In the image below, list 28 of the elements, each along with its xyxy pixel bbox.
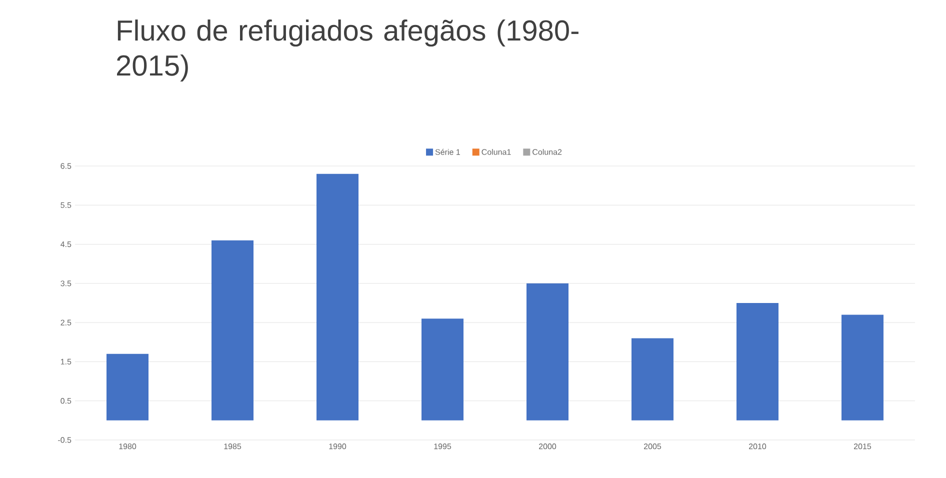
x-tick-label: 1990 <box>329 444 346 450</box>
bar <box>106 354 149 420</box>
y-tick-label: 5.5 <box>60 202 72 208</box>
bar <box>841 314 884 420</box>
legend-label: Coluna1 <box>482 148 511 155</box>
bar <box>526 283 568 420</box>
y-tick-label: 6.5 <box>60 163 72 169</box>
x-tick-label: 1995 <box>434 444 452 450</box>
bar <box>212 240 254 420</box>
x-tick-label: 2005 <box>644 444 662 450</box>
bar <box>736 302 778 420</box>
y-tick-label: -0.5 <box>58 437 72 443</box>
legend-label: Série 1 <box>435 148 460 155</box>
chart-title: Fluxo de refugiados afegãos (1980-2015) <box>117 20 578 82</box>
x-tick-label: 1980 <box>119 444 136 450</box>
y-tick-label: 4.5 <box>60 241 72 248</box>
bar <box>631 338 674 420</box>
legend-label: Coluna2 <box>532 148 562 155</box>
x-tick-label: 2000 <box>539 444 556 450</box>
x-tick-label: 1985 <box>224 444 242 450</box>
bar <box>316 174 359 420</box>
bar <box>422 318 464 420</box>
y-tick-label: 1.5 <box>60 358 72 364</box>
x-tick-label: 2015 <box>854 444 872 450</box>
x-tick-label: 2010 <box>749 444 766 450</box>
y-tick-label: 0.5 <box>60 398 72 404</box>
y-tick-label: 3.5 <box>60 280 72 286</box>
y-tick-label: 2.5 <box>60 320 72 326</box>
